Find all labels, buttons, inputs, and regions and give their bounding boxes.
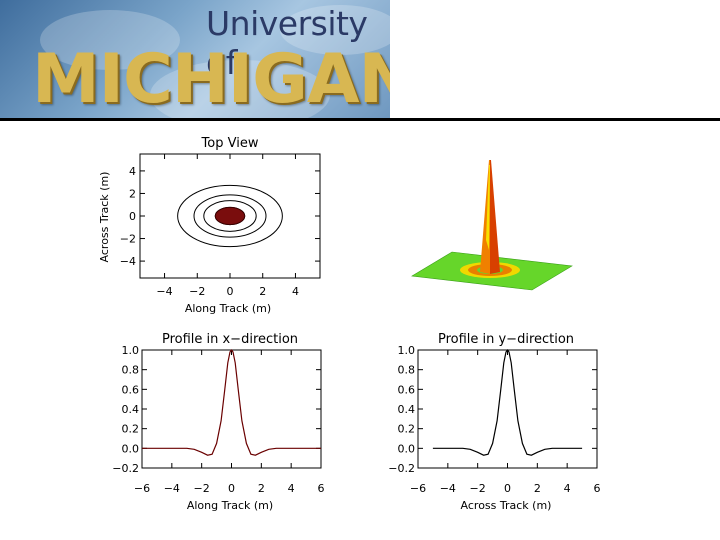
profile-ytick-label: 0.0 <box>398 442 416 455</box>
surface-peak-right <box>490 160 500 274</box>
top-view-contour <box>193 194 267 238</box>
profile-ytick-label: −0.2 <box>112 462 139 475</box>
profile-xtick-label: 6 <box>318 482 325 495</box>
profile-xtick-label: 2 <box>258 482 265 495</box>
profile-y-title: Profile in y−direction <box>438 332 574 347</box>
top-view-xlabel: Along Track (m) <box>185 302 271 315</box>
university-logo: University of MICHIGAN <box>0 0 390 118</box>
profile-ytick-label: 0.8 <box>122 364 140 377</box>
top-view-xtick-label: −2 <box>189 285 205 298</box>
top-view-xtick-label: 2 <box>259 285 266 298</box>
logo-text-michigan: MICHIGAN <box>32 40 390 118</box>
logo-text-university-of: University of <box>206 4 368 82</box>
surface-peak-left <box>480 160 490 274</box>
profile-ytick-label: 0.0 <box>122 442 140 455</box>
profile-series-line <box>142 349 321 456</box>
surface-3d-plot <box>411 160 573 291</box>
top-view-xtick-label: −4 <box>156 285 172 298</box>
top-view-xtick-label: 0 <box>227 285 234 298</box>
profile-series-line <box>432 349 583 456</box>
profile-xtick-label: 0 <box>504 482 511 495</box>
profile-x-title: Profile in x−direction <box>162 332 298 347</box>
profile-ytick-label: 0.4 <box>122 403 140 416</box>
top-view-ytick-label: 2 <box>129 187 136 200</box>
top-view-xtick-label: 4 <box>292 285 299 298</box>
profile-ytick-label: 0.4 <box>398 403 416 416</box>
top-view-contour <box>203 200 257 232</box>
profile-frame <box>141 349 322 469</box>
profile-ytick-label: 1.0 <box>122 344 140 357</box>
profile-xtick-label: −6 <box>134 482 150 495</box>
profile-xtick-label: 6 <box>594 482 601 495</box>
profile-ytick-label: 0.6 <box>122 383 140 396</box>
profile-ytick-label: 1.0 <box>398 344 416 357</box>
profile-xtick-label: −4 <box>440 482 456 495</box>
profile-xtick-label: 0 <box>228 482 235 495</box>
top-view-ytick-label: 0 <box>129 210 136 223</box>
profile-xtick-label: −2 <box>194 482 210 495</box>
profile-ytick-label: 0.2 <box>122 423 140 436</box>
profile-y-xlabel: Across Track (m) <box>461 499 552 512</box>
top-view-title: Top View <box>201 136 259 151</box>
profile-xtick-label: 2 <box>534 482 541 495</box>
profile-xtick-label: 4 <box>288 482 295 495</box>
top-view-ytick-label: 4 <box>129 165 136 178</box>
profile-ytick-label: 0.8 <box>398 364 416 377</box>
profile-ytick-label: −0.2 <box>388 462 415 475</box>
profile-ytick-label: 0.6 <box>398 383 416 396</box>
top-view-ytick-label: −4 <box>120 255 136 268</box>
top-view-contour <box>177 184 283 248</box>
profile-y-chart: Profile in y−direction Across Track (m) … <box>388 332 600 512</box>
top-view-core <box>214 206 246 226</box>
profile-x-xlabel: Along Track (m) <box>187 499 273 512</box>
profile-xtick-label: −4 <box>164 482 180 495</box>
top-view-ytick-label: −2 <box>120 233 136 246</box>
profile-ytick-label: 0.2 <box>398 423 416 436</box>
profile-xtick-label: −6 <box>410 482 426 495</box>
profile-frame <box>417 349 598 469</box>
surface-peak-highlight <box>486 165 490 250</box>
profile-xtick-label: 4 <box>564 482 571 495</box>
profile-x-chart: Profile in x−direction Along Track (m) −… <box>112 332 324 512</box>
header-divider <box>0 118 720 121</box>
top-view-ylabel: Across Track (m) <box>98 172 111 263</box>
top-view-chart: Top View Along Track (m) Across Track (m… <box>98 136 321 315</box>
profile-xtick-label: −2 <box>470 482 486 495</box>
